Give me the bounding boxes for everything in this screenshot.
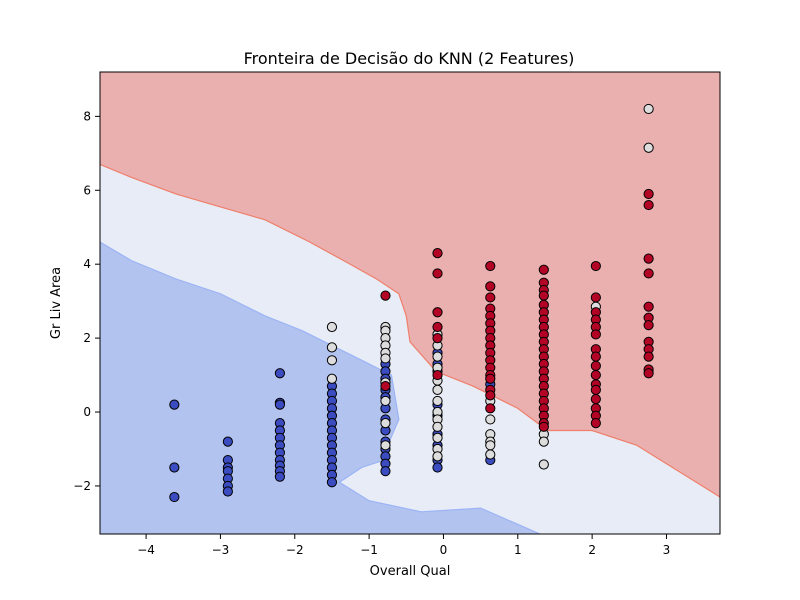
data-point-mid <box>326 373 338 384</box>
data-point-low <box>169 399 180 410</box>
axes-frame <box>99 71 721 535</box>
data-point-high <box>590 393 601 405</box>
data-point-mid <box>432 421 443 432</box>
data-point-high <box>643 268 654 279</box>
data-point-mid <box>380 440 391 451</box>
region-high-edge <box>99 163 721 498</box>
y-tick-label: 6 <box>83 183 91 197</box>
data-point-high <box>538 421 549 432</box>
data-point-low <box>169 462 180 473</box>
data-point-high <box>643 320 654 331</box>
data-point-high <box>643 199 654 211</box>
data-point-mid <box>326 355 338 366</box>
data-point-high <box>538 264 549 275</box>
x-tick-label: −2 <box>286 543 304 557</box>
region-low-edge <box>99 241 541 535</box>
chart-title: Fronteira de Decisão do KNN (2 Features) <box>244 49 575 68</box>
data-point-mid <box>432 351 443 362</box>
data-point-high <box>485 390 496 401</box>
data-point-mid <box>380 418 391 429</box>
x-axis-ticks: −4 −3 −2 −1 0 1 2 3 <box>137 534 670 557</box>
data-point-high <box>590 260 601 272</box>
data-point-mid <box>538 436 549 447</box>
data-point-high <box>380 290 391 301</box>
data-point-high <box>485 373 496 384</box>
y-tick-label: −2 <box>73 479 91 493</box>
data-point-high <box>590 369 601 381</box>
data-point-high <box>643 301 654 312</box>
y-axis-label: Gr Liv Area <box>49 267 64 339</box>
x-axis-label: Overall Qual <box>370 564 451 579</box>
plot-area <box>99 72 721 535</box>
y-tick-label: 4 <box>83 257 91 271</box>
data-point-mid <box>326 321 338 333</box>
data-point-low <box>274 368 286 379</box>
data-point-mid <box>485 440 496 451</box>
y-tick-label: 2 <box>83 331 91 345</box>
data-point-high <box>432 333 443 344</box>
data-point-high <box>590 351 601 362</box>
data-point-high <box>590 384 601 395</box>
x-tick-label: −3 <box>212 543 230 557</box>
y-tick-label: 0 <box>83 405 91 419</box>
data-point-high <box>485 260 496 272</box>
data-point-low <box>274 471 286 482</box>
data-points <box>169 103 654 503</box>
data-point-high <box>485 403 496 414</box>
region-high <box>100 72 720 498</box>
data-point-mid <box>432 432 443 444</box>
region-low <box>100 242 541 535</box>
data-point-high <box>590 418 601 429</box>
x-tick-label: −1 <box>360 543 378 557</box>
data-point-high <box>538 290 549 301</box>
data-point-high <box>590 329 601 340</box>
x-tick-label: −4 <box>137 543 155 557</box>
data-point-mid <box>485 414 496 425</box>
data-point-mid <box>485 449 496 460</box>
data-point-mid <box>326 342 338 353</box>
data-point-mid <box>432 451 443 462</box>
data-point-high <box>485 292 496 303</box>
data-point-low <box>222 486 233 497</box>
data-point-low <box>169 491 180 503</box>
data-point-high <box>432 321 443 333</box>
data-point-mid <box>380 395 391 407</box>
data-point-high <box>643 188 654 200</box>
data-point-high <box>432 307 443 318</box>
x-tick-label: 1 <box>514 543 522 557</box>
data-point-high <box>590 292 601 303</box>
data-point-high <box>643 253 654 264</box>
data-point-mid <box>538 459 549 470</box>
data-point-low <box>380 466 391 477</box>
x-tick-label: 0 <box>440 543 448 557</box>
y-tick-label: 8 <box>83 109 91 123</box>
data-point-mid <box>432 395 443 407</box>
data-point-mid <box>643 142 654 153</box>
data-point-high <box>432 248 443 259</box>
data-point-high <box>643 351 654 362</box>
data-point-low <box>432 462 443 473</box>
data-point-mid <box>432 384 443 395</box>
x-tick-label: 3 <box>663 543 671 557</box>
data-point-high <box>432 369 443 381</box>
data-point-mid <box>380 353 391 364</box>
data-point-high <box>590 360 601 371</box>
data-point-low <box>274 399 286 410</box>
data-point-high <box>643 368 654 379</box>
x-tick-label: 2 <box>588 543 596 557</box>
data-point-low <box>326 477 338 488</box>
y-axis-ticks: −2 0 2 4 6 8 <box>73 109 100 493</box>
data-point-low <box>222 436 233 447</box>
data-point-high <box>485 281 496 292</box>
data-point-high <box>380 381 391 392</box>
data-point-mid <box>643 103 654 115</box>
decision-regions <box>99 72 721 535</box>
data-point-high <box>432 268 443 279</box>
